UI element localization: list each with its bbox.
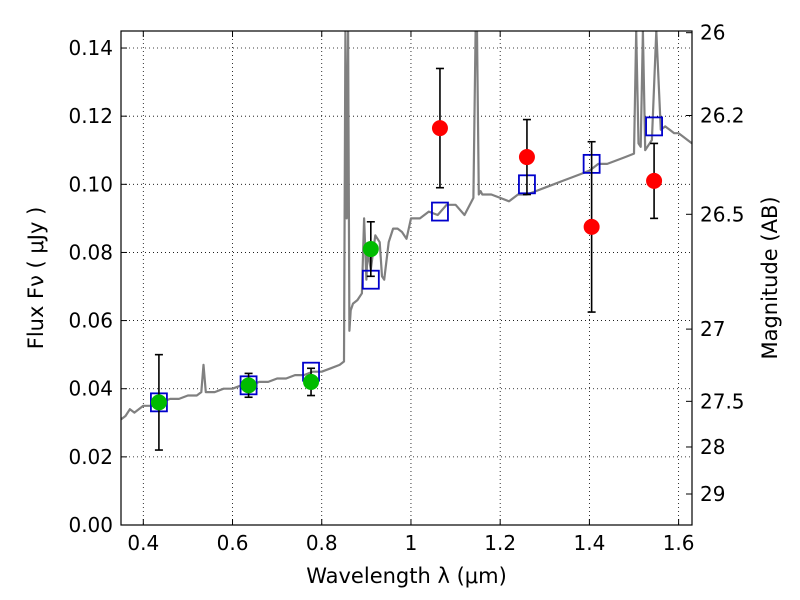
x-tick-label: 0.8 (306, 531, 338, 555)
right-axis-label: Magnitude (AB) (758, 196, 782, 359)
green-data-point (362, 241, 379, 258)
y-axis-label: Flux Fν ( μJy ) (24, 207, 48, 350)
y-tick-label: 0.00 (68, 513, 113, 537)
x-tick-label: 1 (405, 531, 418, 555)
y-tick-label: 0.10 (68, 172, 113, 196)
red-data-point (646, 172, 663, 189)
right-tick-label: 28 (700, 435, 725, 459)
model-spectrum-line (121, 31, 692, 421)
right-tick-label: 27.5 (700, 389, 745, 413)
right-tick-label: 26 (700, 21, 725, 45)
y-tick-label: 0.14 (68, 36, 113, 60)
y-tick-label: 0.04 (68, 377, 113, 401)
green-data-point (150, 394, 167, 411)
green-data-point (303, 373, 320, 390)
model-photometry-square (645, 116, 663, 137)
x-tick-label: 0.6 (217, 531, 249, 555)
y-tick-label: 0.02 (68, 445, 113, 469)
right-tick-label: 26.2 (700, 103, 745, 127)
y-tick-label: 0.08 (68, 240, 113, 264)
y-tick-label: 0.12 (68, 104, 113, 128)
plot-frame (120, 30, 693, 526)
axis-ticks: 0.4 0.6 0.8 1 1.2 1.4 1.6 0.00 0.02 0.04 0.06 0.08 0… (68, 21, 744, 555)
red-data-point (518, 149, 535, 166)
red-data-point (431, 120, 448, 137)
x-tick-label: 1.4 (573, 531, 605, 555)
right-tick-label: 26.5 (700, 202, 745, 226)
green-data-point (240, 377, 257, 394)
red-data-point (583, 218, 600, 235)
y-tick-label: 0.06 (68, 309, 113, 333)
grid (121, 31, 692, 525)
model-photometry-square (431, 201, 449, 222)
x-axis-label: Wavelength λ (μm) (306, 564, 507, 588)
x-tick-label: 1.2 (484, 531, 516, 555)
x-tick-label: 1.6 (663, 531, 695, 555)
plot-area (121, 31, 692, 451)
right-tick-label: 27 (700, 317, 725, 341)
right-tick-label: 29 (700, 482, 725, 506)
x-tick-label: 0.4 (127, 531, 159, 555)
